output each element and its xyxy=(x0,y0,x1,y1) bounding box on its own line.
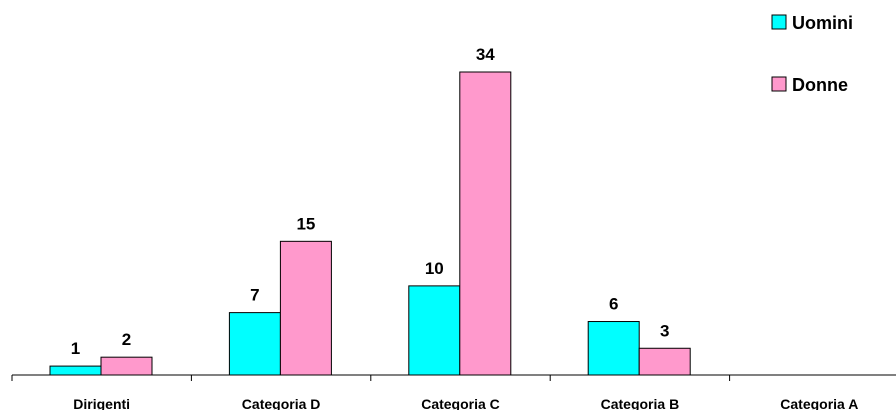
bar-donne-categoria-c xyxy=(459,71,512,376)
x-tick-label-categoria-c: Categoria C xyxy=(421,396,500,410)
x-tick-label-categoria-d: Categoria D xyxy=(242,396,321,410)
bar-donne-dirigenti xyxy=(100,356,153,376)
bar-uomini-categoria-c xyxy=(408,285,461,376)
x-axis xyxy=(11,374,896,381)
data-labels-layer: 1 2 7 15 10 34 6 3 xyxy=(71,45,670,358)
data-label-donne-categoria-b: 3 xyxy=(660,321,669,340)
x-tick-labels: Dirigenti Categoria D Categoria C Categoria… xyxy=(73,396,858,410)
bar-donne-categoria-b xyxy=(638,347,691,376)
legend-swatch-donne xyxy=(771,76,787,92)
data-label-donne-categoria-c: 34 xyxy=(476,45,495,64)
data-label-uomini-categoria-d: 7 xyxy=(250,286,259,305)
legend-label-donne: Donne xyxy=(792,75,848,95)
legend-label-uomini: Uomini xyxy=(792,13,853,33)
data-label-uomini-dirigenti: 1 xyxy=(71,339,80,358)
data-label-donne-dirigenti: 2 xyxy=(122,330,131,349)
bars-layer xyxy=(49,71,691,376)
data-label-uomini-categoria-b: 6 xyxy=(609,295,618,314)
x-tick-label-categoria-b: Categoria B xyxy=(601,396,680,410)
legend: Uomini Donne xyxy=(771,13,853,95)
bar-uomini-categoria-b xyxy=(587,321,640,376)
legend-swatch-uomini xyxy=(771,14,787,30)
x-tick-label-dirigenti: Dirigenti xyxy=(73,396,130,410)
bar-donne-categoria-d xyxy=(279,240,332,376)
bar-uomini-dirigenti xyxy=(49,365,102,376)
x-tick-label-categoria-a: Categoria A xyxy=(780,396,858,410)
bar-uomini-categoria-d xyxy=(228,312,281,376)
data-label-donne-categoria-d: 15 xyxy=(296,214,315,233)
data-label-uomini-categoria-c: 10 xyxy=(425,259,444,278)
